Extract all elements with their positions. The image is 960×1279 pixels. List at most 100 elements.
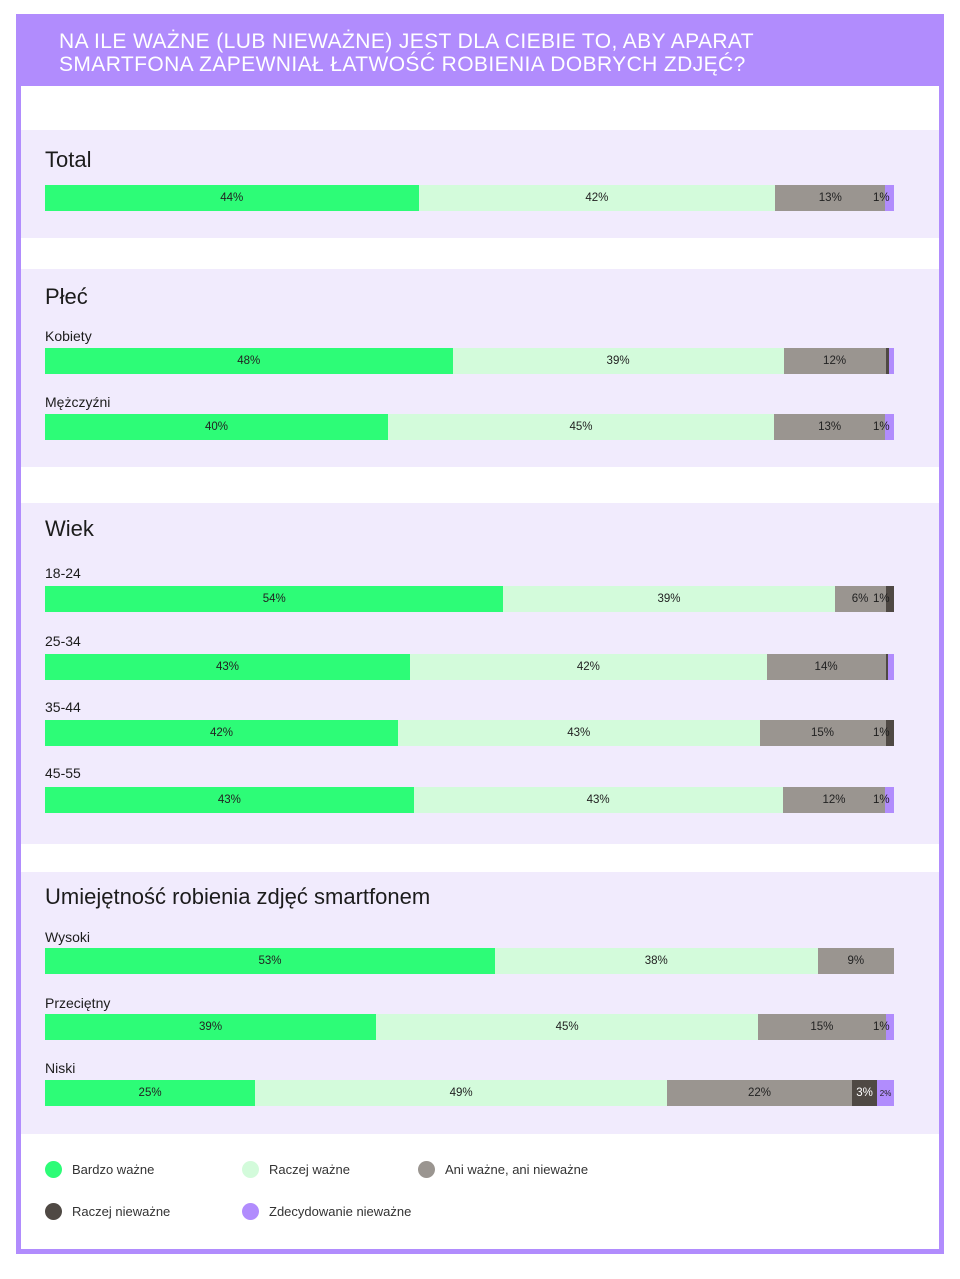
bar-segment: 39% — [503, 586, 835, 612]
data-label: 3% — [856, 1087, 873, 1099]
data-label: 15% — [811, 727, 835, 739]
bar-segment: 39% — [45, 1014, 377, 1040]
legend-label: Ani ważne, ani nieważne — [445, 1162, 589, 1177]
data-label: 42% — [585, 192, 609, 204]
row-label: 45-55 — [45, 765, 81, 781]
group-title: Umiejętność robienia zdjęć smartfonem — [45, 884, 431, 909]
data-label: 53% — [258, 955, 282, 967]
bar-segment: 44% — [45, 185, 419, 211]
data-label-outside: 1% — [873, 1021, 890, 1033]
data-label-outside: 1% — [873, 593, 890, 605]
legend-label: Bardzo ważne — [72, 1162, 155, 1177]
data-label: 40% — [204, 421, 229, 433]
data-label: 48% — [237, 355, 261, 367]
data-label: 44% — [220, 192, 244, 204]
stacked-bar: 43% 43% 12% — [45, 787, 894, 813]
bar-segment: 6% — [834, 586, 886, 612]
data-label: 43% — [586, 794, 610, 806]
bar-segment — [885, 787, 894, 813]
bar-segment: 3% — [851, 1080, 878, 1106]
data-label-outside: 1% — [873, 727, 890, 739]
legend: Bardzo ważne Raczej ważne Ani ważne, ani n… — [21, 1135, 939, 1245]
data-label: 6% — [851, 593, 869, 605]
data-label: 13% — [818, 421, 842, 433]
legend-item: Ani ważne, ani nieważne — [418, 1161, 588, 1178]
legend-item: Zdecydowanie nieważne — [242, 1203, 411, 1220]
bar-segment: 9% — [817, 948, 894, 974]
data-label: 15% — [810, 1021, 834, 1033]
bar-segment: 43% — [398, 720, 760, 746]
bar-segment: 13% — [773, 414, 886, 440]
legend-item: Bardzo ważne — [45, 1161, 154, 1178]
bar-segment: 54% — [45, 586, 504, 612]
data-label: 42% — [576, 661, 600, 673]
bar-segment: 40% — [45, 414, 389, 440]
group-panel: Total 44% 42% 13% 1% — [21, 130, 939, 238]
stacked-bar: 44% 42% 13% — [45, 185, 894, 211]
stacked-bar: 39% 45% 15% — [45, 1014, 894, 1040]
data-label: 54% — [262, 593, 286, 605]
bar-segment: 15% — [759, 720, 886, 746]
data-label: 42% — [210, 727, 234, 739]
data-label-outside: 1% — [873, 794, 890, 806]
bar-segment — [885, 654, 889, 680]
data-label: 43% — [217, 794, 241, 806]
legend-item: Raczej nieważne — [45, 1203, 170, 1220]
bar-segment — [888, 348, 894, 374]
bar-segment: 22% — [667, 1080, 852, 1106]
stacked-bar: 25% 49% 22% 3% 2% — [45, 1080, 894, 1106]
bar-segment: 2% — [877, 1080, 894, 1106]
legend-swatch — [242, 1203, 259, 1220]
data-label: 49% — [449, 1087, 473, 1099]
legend-item: Raczej ważne — [242, 1161, 350, 1178]
data-label: 2% — [879, 1088, 892, 1098]
legend-swatch — [242, 1161, 259, 1178]
bar-segment: 39% — [452, 348, 784, 374]
group-title: Total — [45, 147, 92, 172]
bar-segment: 12% — [783, 348, 886, 374]
row-label: 25-34 — [45, 633, 81, 649]
data-label: 12% — [823, 355, 847, 367]
group-title: Płeć — [45, 284, 88, 309]
chart-header: NA ILE WAŻNE (LUB NIEWAŻNE) JEST DLA CIE… — [21, 19, 939, 86]
chart-frame: NA ILE WAŻNE (LUB NIEWAŻNE) JEST DLA CIE… — [16, 14, 944, 1254]
data-label-outside: 1% — [873, 421, 890, 433]
bar-segment: 14% — [766, 654, 886, 680]
row-label: Niski — [45, 1060, 76, 1076]
bar-segment: 43% — [45, 787, 414, 813]
bar-segment — [885, 348, 889, 374]
legend-label: Raczej nieważne — [72, 1204, 171, 1219]
legend-swatch — [418, 1161, 435, 1178]
row-label: Wysoki — [45, 929, 90, 945]
bar-segment — [885, 720, 894, 746]
bar-segment: 49% — [255, 1080, 668, 1106]
data-label: 38% — [644, 955, 668, 967]
legend-label: Raczej ważne — [269, 1162, 350, 1177]
row-label: 18-24 — [45, 565, 81, 581]
stacked-bar: 48% 39% 12% — [45, 348, 894, 374]
data-label: 43% — [216, 661, 240, 673]
bar-segment: 15% — [758, 1014, 886, 1040]
bar-segment: 42% — [410, 654, 767, 680]
bar-segment: 45% — [376, 1014, 759, 1040]
bar-segment — [885, 414, 894, 440]
title-line-2: SMARTFONA ZAPEWNIAŁ ŁATWOŚĆ ROBIENIA DOB… — [59, 53, 746, 76]
title-line-1: NA ILE WAŻNE (LUB NIEWAŻNE) JEST DLA CIE… — [59, 30, 754, 53]
data-label: 22% — [747, 1087, 771, 1099]
data-label: 13% — [818, 192, 842, 204]
data-label: 25% — [138, 1087, 162, 1099]
data-label: 39% — [199, 1021, 223, 1033]
row-label: Mężczyźni — [45, 394, 111, 410]
legend-swatch — [45, 1161, 62, 1178]
bar-segment: 43% — [45, 654, 411, 680]
row-label: 35-44 — [45, 699, 81, 715]
data-label: 39% — [606, 355, 630, 367]
bar-segment: 53% — [45, 948, 495, 974]
bar-segment — [888, 654, 894, 680]
bar-segment: 13% — [775, 185, 886, 211]
data-label: 12% — [822, 794, 846, 806]
bar-segment: 45% — [388, 414, 774, 440]
group-panel: Wiek 18-24 54% 39% 6% 1% 25-34 43% 42% 14% 35-44 42… — [21, 503, 939, 844]
bar-segment: 42% — [45, 720, 399, 746]
bar-segment: 43% — [413, 787, 783, 813]
